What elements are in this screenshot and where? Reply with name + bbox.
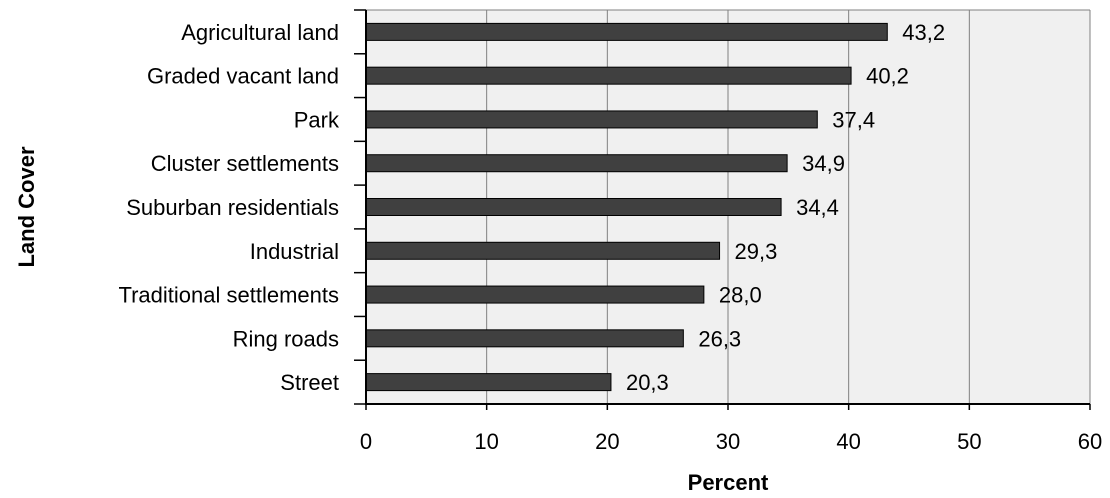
labels: 0 10 20 30 40 50 60 Agricultural land 43,2 Graded…: [118, 20, 1102, 454]
data-label: 34,9: [802, 151, 845, 176]
data-label: 20,3: [626, 370, 669, 395]
data-label: 43,2: [902, 20, 945, 45]
category-label: Agricultural land: [181, 20, 339, 45]
category-label: Traditional settlements: [118, 283, 339, 308]
bar: [365, 110, 818, 129]
bar: [365, 285, 705, 304]
category-label: Cluster settlements: [151, 151, 339, 176]
category-label: Graded vacant land: [147, 64, 339, 89]
category-label: Suburban residentials: [126, 195, 339, 220]
axes: [354, 9, 1091, 410]
bar: [365, 66, 852, 85]
bar: [365, 373, 612, 392]
data-label: 40,2: [866, 64, 909, 89]
x-tick-label: 10: [474, 429, 498, 454]
bar: [365, 22, 888, 41]
category-label: Park: [294, 107, 340, 132]
x-tick-label: 30: [716, 429, 740, 454]
x-tick-label: 0: [360, 429, 372, 454]
bar: [365, 198, 782, 216]
data-label: 28,0: [719, 283, 762, 308]
data-label: 34,4: [796, 195, 839, 220]
bar: [365, 329, 684, 348]
data-label: 26,3: [698, 326, 741, 351]
data-label: 37,4: [832, 107, 875, 132]
bar: [365, 154, 788, 173]
x-tick-label: 40: [836, 429, 860, 454]
x-tick-label: 50: [957, 429, 981, 454]
data-label: 29,3: [735, 239, 778, 264]
x-axis-title: Percent: [688, 470, 769, 495]
bar: [365, 241, 721, 260]
y-axis-title: Land Cover: [14, 146, 39, 267]
category-label: Street: [280, 370, 339, 395]
category-label: Ring roads: [233, 326, 339, 351]
category-label: Industrial: [250, 239, 339, 264]
x-tick-label: 60: [1078, 429, 1102, 454]
x-tick-label: 20: [595, 429, 619, 454]
